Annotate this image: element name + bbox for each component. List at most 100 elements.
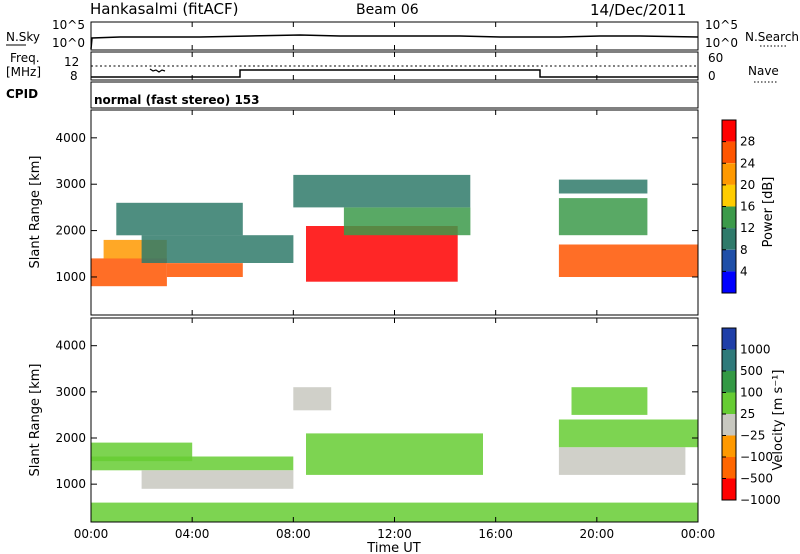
velocity-colorbar-swatch (722, 435, 736, 457)
power-colorbar-swatch (722, 206, 736, 229)
time-tick-label: 16:00 (478, 527, 513, 541)
power-colorbar-tick: 12 (740, 221, 755, 235)
time-tick-label: 12:00 (377, 527, 412, 541)
noise-sky-label: N.Sky (6, 30, 40, 44)
time-axis: 00:00 04:00 08:00 12:00 16:00 20:00 00:00 (74, 22, 716, 541)
power-colorbar-label: Power [dB] (761, 177, 776, 248)
freq-right-tick-top: 60 (708, 51, 723, 65)
power-colorbar-tick: 20 (740, 178, 755, 192)
power-y-label: Slant Range [km] (28, 156, 43, 269)
velocity-data-region (91, 442, 193, 462)
velocity-y-label: Slant Range [km] (28, 364, 43, 477)
nave-label: Nave (748, 64, 779, 78)
freq-label-1: Freq. (10, 51, 40, 65)
noise-right-tick-top: 10^5 (705, 18, 738, 32)
power-data-region (558, 198, 648, 236)
velocity-data-region (293, 387, 332, 411)
power-colorbar-swatch (722, 184, 736, 207)
freq-right-tick-bottom: 0 (708, 69, 716, 83)
power-data-region (558, 179, 648, 194)
time-tick-label: 00:00 (74, 527, 109, 541)
velocity-colorbar-tick: 500 (740, 364, 763, 378)
power-data-region (558, 244, 698, 277)
velocity-panel: 4000 3000 2000 1000 Slant Range [km] 1000 50… (28, 317, 786, 523)
freq-panel: Freq. [MHz] 12 8 60 0 Nave (6, 51, 779, 83)
time-tick-label: 00:00 (681, 527, 716, 541)
power-y-tick-label: 4000 (55, 131, 86, 145)
velocity-data-layer (91, 387, 698, 522)
power-data-region (293, 174, 471, 208)
freq-left-tick-bottom: 8 (70, 69, 78, 83)
date-title: 14/Dec/2011 (590, 1, 687, 19)
power-colorbar-tick: 16 (740, 200, 755, 214)
velocity-colorbar-swatch (722, 392, 736, 414)
noise-panel: N.Sky 10^5 10^0 10^5 10^0 N.Search (6, 18, 799, 51)
velocity-colorbar: 1000 500 100 25 −25 −100 −500 −1000 (721, 327, 781, 507)
freq-trace (91, 69, 698, 78)
velocity-data-region (141, 470, 294, 489)
velocity-data-region (571, 387, 648, 415)
velocity-colorbar-swatch (722, 478, 736, 500)
velocity-colorbar-label: Velocity [m s⁻¹] (771, 370, 786, 471)
power-colorbar-tick: 28 (740, 135, 755, 149)
power-data-region (343, 207, 471, 236)
power-data-region (91, 258, 167, 287)
power-colorbar-swatch (722, 163, 736, 185)
power-colorbar-tick: 4 (740, 264, 748, 278)
cpid-label: CPID (6, 87, 38, 101)
velocity-colorbar-swatch (722, 328, 736, 350)
velocity-y-tick-label: 2000 (55, 431, 86, 445)
velocity-colorbar-swatch (722, 414, 736, 436)
velocity-colorbar-tick: 100 (740, 386, 763, 400)
velocity-data-region (91, 502, 698, 522)
velocity-colorbar-tick: −500 (740, 472, 773, 486)
velocity-colorbar-tick: −1000 (740, 493, 781, 507)
velocity-colorbar-tick: 1000 (740, 343, 771, 357)
velocity-colorbar-swatch (722, 371, 736, 393)
beam-title: Beam 06 (356, 2, 419, 18)
time-tick-label: 04:00 (175, 527, 210, 541)
power-colorbar-swatch (722, 141, 736, 164)
power-data-region (141, 235, 294, 263)
freq-label-2: [MHz] (6, 65, 41, 79)
velocity-data-region (306, 433, 483, 475)
time-axis-label: Time UT (366, 541, 420, 554)
power-colorbar-swatch (722, 120, 736, 142)
power-colorbar-tick: 24 (740, 156, 755, 170)
velocity-data-region (558, 419, 698, 448)
power-y-tick-label: 2000 (55, 224, 86, 238)
noise-sky-trace (90, 34, 699, 50)
power-colorbar: 28 24 20 16 12 8 4 (721, 119, 755, 294)
power-y-tick-label: 3000 (55, 177, 86, 191)
noise-right-tick-bottom: 10^0 (705, 36, 738, 50)
velocity-colorbar-tick: −100 (740, 450, 773, 464)
noise-left-tick-bottom: 10^0 (52, 36, 85, 50)
power-colorbar-tick: 8 (740, 243, 748, 257)
time-tick-label: 20:00 (580, 527, 615, 541)
cpid-text: normal (fast stereo) 153 (94, 93, 260, 107)
power-panel: 4000 3000 2000 1000 Slant Range [km] 28 24 20… (28, 109, 776, 316)
velocity-colorbar-tick: 25 (740, 407, 755, 421)
site-title: Hankasalmi (fitACF) (90, 0, 239, 18)
velocity-colorbar-swatch (722, 457, 736, 479)
noise-left-tick-top: 10^5 (52, 18, 85, 32)
power-colorbar-swatch (722, 249, 736, 272)
time-tick-label: 08:00 (276, 527, 311, 541)
noise-search-label: N.Search (745, 30, 799, 44)
velocity-y-axis: 4000 3000 2000 1000 (55, 339, 698, 491)
power-colorbar-swatch (722, 228, 736, 250)
power-data-region (116, 202, 243, 236)
power-y-tick-label: 1000 (55, 270, 86, 284)
velocity-colorbar-swatch (722, 349, 736, 371)
velocity-y-tick-label: 3000 (55, 385, 86, 399)
velocity-y-tick-label: 1000 (55, 477, 86, 491)
velocity-data-region (558, 447, 686, 475)
power-data-region (166, 263, 243, 277)
power-y-axis: 4000 3000 2000 1000 (55, 131, 698, 284)
velocity-y-tick-label: 4000 (55, 339, 86, 353)
power-data-layer (91, 174, 698, 287)
power-colorbar-swatch (722, 271, 736, 293)
freq-left-tick-top: 12 (64, 55, 79, 69)
velocity-colorbar-tick: −25 (740, 429, 765, 443)
